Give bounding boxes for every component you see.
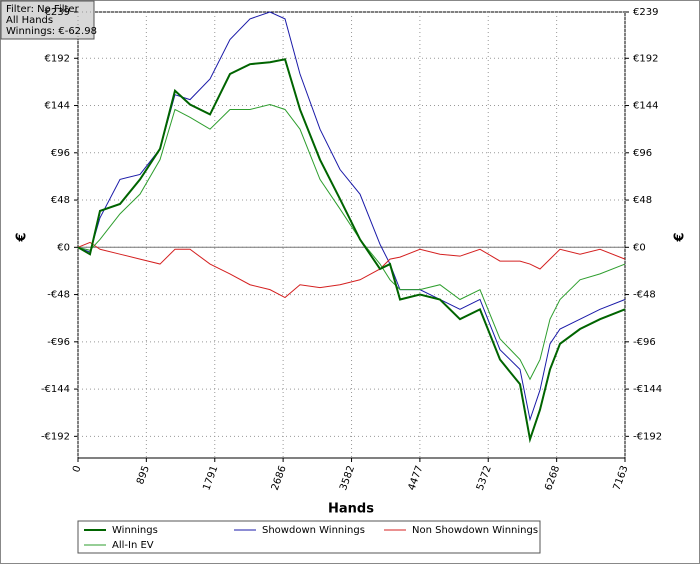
series-line: [77, 241, 626, 299]
y2-tick-label: -€48: [633, 290, 656, 301]
y2-tick-label: €144: [633, 101, 658, 112]
y-tick-label: -€192: [41, 431, 70, 442]
legend: [77, 520, 541, 554]
y-tick-label: €48: [51, 195, 70, 206]
x-tick-label: 0: [71, 464, 84, 474]
y-tick-label: -€48: [47, 290, 70, 301]
y2-tick-label: -€96: [633, 337, 656, 348]
y-tick-label: €96: [51, 148, 70, 159]
y2-tick-label: -€144: [633, 384, 662, 395]
x-axis-title: Hands: [328, 502, 374, 517]
legend-label: Winnings: [112, 525, 158, 536]
info-line: All Hands: [6, 15, 53, 26]
y2-tick-label: €192: [633, 53, 658, 64]
y-tick-label: -€96: [47, 337, 70, 348]
info-line: Winnings: €-62.98: [6, 26, 97, 37]
y2-tick-label: €0: [633, 242, 646, 253]
y-tick-label: €192: [45, 53, 70, 64]
y-axis-title: €: [15, 232, 30, 242]
y2-tick-label: -€192: [633, 431, 662, 442]
legend-label: Showdown Winnings: [262, 525, 365, 536]
y-tick-label: -€144: [41, 384, 70, 395]
series-line: [77, 58, 626, 444]
y-tick-label: €239: [45, 7, 70, 18]
legend-label: Non Showdown Winnings: [412, 525, 538, 536]
y2-tick-label: €48: [633, 195, 652, 206]
y2-tick-label: €96: [633, 148, 652, 159]
legend-label: All-In EV: [112, 540, 154, 551]
y2-tick-label: €239: [633, 7, 658, 18]
info-line: Filter: No Filter: [6, 4, 80, 15]
plot-area: [77, 11, 626, 459]
y-tick-label: €144: [45, 101, 70, 112]
y2-axis-title: €: [673, 232, 688, 242]
y-tick-label: €0: [57, 242, 70, 253]
